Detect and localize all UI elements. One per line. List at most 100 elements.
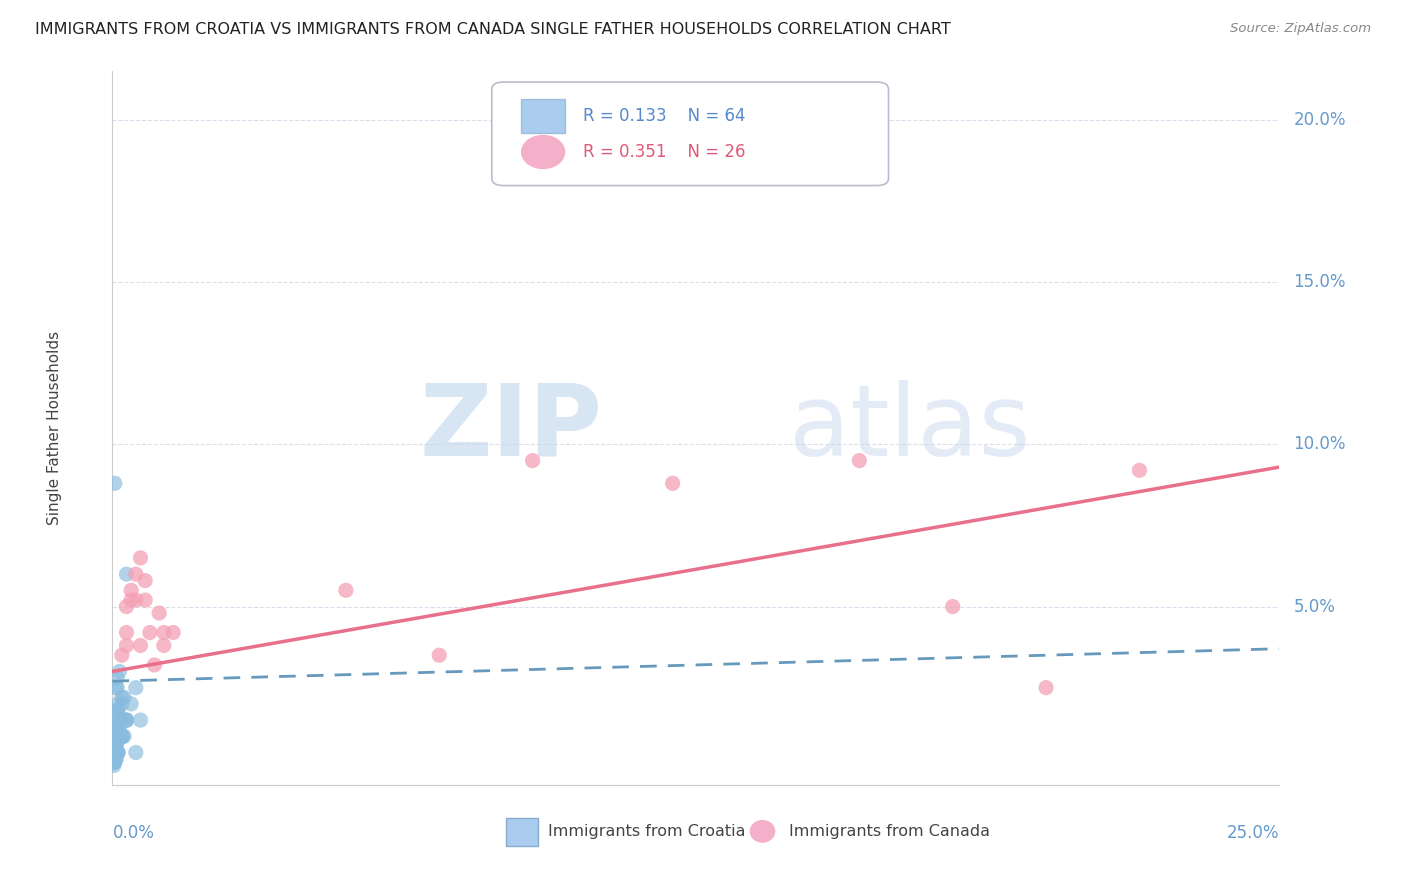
Point (848, 453, 870, 467)
Ellipse shape (749, 820, 775, 843)
Point (139, 625, 162, 640)
Point (105, 746, 128, 760)
Point (134, 574, 156, 588)
Point (112, 690, 135, 705)
Point (661, 476, 683, 491)
Point (108, 729, 131, 743)
Point (104, 476, 127, 491)
Point (115, 713, 138, 727)
Point (104, 729, 127, 743)
Point (107, 746, 129, 760)
Point (125, 593, 148, 607)
Point (111, 648, 134, 663)
Point (107, 703, 129, 717)
Point (134, 593, 156, 607)
Text: IMMIGRANTS FROM CROATIA VS IMMIGRANTS FROM CANADA SINGLE FATHER HOUSEHOLDS CORRE: IMMIGRANTS FROM CROATIA VS IMMIGRANTS FR… (35, 22, 950, 37)
Point (108, 729, 131, 743)
Text: 15.0%: 15.0% (1294, 273, 1346, 291)
Point (120, 593, 142, 607)
Text: 25.0%: 25.0% (1227, 824, 1279, 842)
Text: atlas: atlas (789, 380, 1031, 476)
Point (162, 625, 184, 640)
Point (104, 756, 127, 770)
Bar (506, 819, 538, 846)
Point (129, 713, 152, 727)
Point (105, 703, 128, 717)
Point (105, 723, 128, 737)
Point (107, 746, 129, 760)
Point (105, 681, 128, 695)
Point (105, 736, 128, 750)
Text: R = 0.351    N = 26: R = 0.351 N = 26 (582, 143, 745, 161)
Point (153, 639, 176, 653)
Point (125, 746, 148, 760)
Point (522, 453, 544, 467)
Point (129, 550, 152, 565)
Point (103, 758, 125, 772)
Point (108, 713, 131, 727)
Point (148, 606, 170, 620)
Point (153, 625, 176, 640)
Point (105, 703, 128, 717)
Point (115, 599, 138, 614)
Point (143, 657, 166, 672)
Point (105, 746, 128, 760)
Point (103, 756, 125, 770)
Point (107, 723, 129, 737)
Point (335, 583, 357, 598)
Point (1128, 463, 1150, 477)
Point (108, 665, 131, 679)
Point (111, 697, 134, 711)
Point (104, 746, 127, 760)
Point (129, 639, 152, 653)
Point (104, 752, 127, 766)
Point (115, 639, 138, 653)
Text: 5.0%: 5.0% (1294, 598, 1336, 615)
Point (107, 729, 129, 743)
Point (105, 736, 128, 750)
Point (104, 752, 127, 766)
Point (105, 729, 128, 743)
Point (104, 752, 127, 766)
Point (108, 729, 131, 743)
Point (104, 723, 127, 737)
FancyBboxPatch shape (492, 82, 889, 186)
Point (115, 567, 138, 582)
Text: ZIP: ZIP (420, 380, 603, 476)
Point (104, 736, 127, 750)
Text: Immigrants from Canada: Immigrants from Canada (789, 824, 990, 838)
Text: Immigrants from Croatia: Immigrants from Croatia (548, 824, 745, 838)
Point (115, 713, 138, 727)
Point (103, 756, 125, 770)
Point (1035, 681, 1057, 695)
Point (111, 729, 134, 743)
Point (110, 713, 132, 727)
Point (111, 690, 134, 705)
Point (104, 746, 127, 760)
Point (112, 729, 135, 743)
Point (115, 713, 138, 727)
Point (111, 713, 134, 727)
Point (104, 746, 127, 760)
Point (107, 697, 129, 711)
Point (120, 583, 142, 598)
Point (111, 729, 134, 743)
Point (105, 746, 128, 760)
Point (942, 599, 965, 614)
Point (120, 697, 142, 711)
Point (125, 567, 148, 582)
Point (105, 736, 128, 750)
Point (105, 681, 128, 695)
Text: R = 0.133    N = 64: R = 0.133 N = 64 (582, 107, 745, 125)
Point (108, 729, 131, 743)
Point (111, 729, 134, 743)
Point (125, 681, 148, 695)
Point (111, 729, 134, 743)
Text: 0.0%: 0.0% (112, 824, 155, 842)
Point (111, 729, 134, 743)
Bar (520, 99, 565, 134)
Point (105, 671, 128, 685)
Text: Single Father Households: Single Father Households (46, 331, 62, 525)
Point (115, 625, 138, 640)
Point (105, 746, 128, 760)
